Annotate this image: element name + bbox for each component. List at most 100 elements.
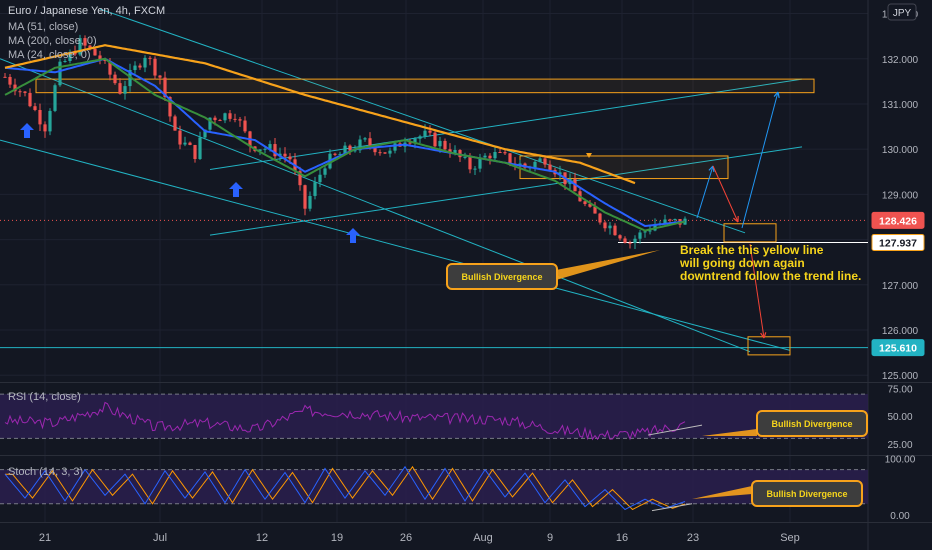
candle — [158, 75, 162, 78]
candle — [153, 58, 157, 76]
candle — [138, 65, 142, 68]
candle — [143, 57, 147, 68]
candle — [613, 225, 617, 236]
candle — [38, 109, 42, 125]
candle — [233, 118, 237, 120]
annotation-line-0: Break the this yellow line — [680, 243, 824, 257]
candle — [213, 117, 217, 121]
time-tick-2: 12 — [256, 532, 268, 544]
candle — [193, 144, 197, 159]
projection-arrow-up-2-head — [773, 91, 780, 99]
candle — [428, 130, 432, 133]
ma51-legend[interactable]: MA (51, close) — [8, 21, 79, 33]
candle — [188, 142, 192, 145]
candle — [198, 137, 202, 159]
candle — [318, 174, 322, 183]
candle — [173, 116, 177, 131]
candle — [498, 151, 502, 153]
candle — [303, 185, 307, 209]
callout-label: Bullish Divergence — [461, 272, 542, 282]
candle — [378, 152, 382, 154]
candle — [468, 156, 472, 170]
price-label-target: 125.610 — [879, 343, 917, 355]
candle — [33, 106, 37, 110]
candle — [533, 161, 537, 168]
rsi-callout-box — [756, 410, 868, 437]
rsi-legend[interactable]: RSI (14, close) — [8, 391, 81, 403]
candle — [53, 85, 57, 111]
price-tick-0: 125.000 — [882, 371, 919, 382]
candle — [118, 83, 122, 94]
candle — [633, 238, 637, 243]
ma200-legend[interactable]: MA (200, close, 0) — [8, 35, 97, 47]
currency-badge — [887, 3, 917, 21]
stoch-legend[interactable]: Stoch (14, 3, 3) — [8, 466, 84, 478]
candle — [208, 117, 212, 130]
candle — [268, 144, 272, 149]
time-tick-3: 19 — [331, 532, 343, 544]
candle — [588, 204, 592, 207]
candle — [133, 65, 137, 71]
candle — [543, 158, 547, 165]
candle — [628, 242, 632, 244]
blue-up-marker-2 — [346, 228, 360, 243]
triangle-marker — [586, 153, 592, 158]
annotation-line-2: downtrend follow the trend line. — [680, 269, 861, 283]
candle — [323, 168, 327, 175]
time-tick-8: 23 — [687, 532, 699, 544]
candle — [473, 168, 477, 170]
candle — [273, 144, 277, 157]
rsi-tick-1: 50.00 — [887, 412, 912, 423]
currency-label: JPY — [893, 8, 912, 19]
candle — [488, 155, 492, 159]
stoch-callout-box — [751, 480, 863, 507]
candle — [63, 60, 67, 62]
candle — [608, 225, 612, 229]
price-label-support: 127.937 — [879, 237, 917, 249]
time-tick-1: Jul — [153, 532, 167, 544]
channel-line-top-down — [99, 8, 746, 234]
candle — [493, 151, 497, 159]
candle — [163, 77, 167, 97]
candle — [538, 158, 542, 162]
ma24-legend[interactable]: MA (24, close, 0) — [8, 49, 91, 61]
candle — [453, 150, 457, 154]
candle — [438, 140, 442, 147]
candle — [288, 156, 292, 160]
price-tick-4: 129.000 — [882, 190, 919, 201]
candle — [223, 113, 227, 121]
candle — [673, 219, 677, 221]
candle — [638, 232, 642, 239]
candle — [48, 110, 52, 132]
candle — [443, 140, 447, 150]
candle — [368, 138, 372, 146]
time-tick-7: 16 — [616, 532, 628, 544]
rsi-callout-pointer — [702, 429, 757, 436]
candle — [108, 60, 112, 75]
candle — [78, 38, 82, 55]
price-tick-6: 131.000 — [882, 100, 919, 111]
candle — [408, 142, 412, 144]
candle — [123, 86, 127, 94]
candle — [308, 195, 312, 209]
candle — [88, 45, 92, 49]
time-tick-0: 21 — [39, 532, 51, 544]
candle — [478, 157, 482, 169]
candle — [313, 182, 317, 196]
time-tick-6: 9 — [547, 532, 553, 544]
time-tick-5: Aug — [473, 532, 493, 544]
candle — [358, 139, 362, 151]
projection-arrow-up-2 — [741, 91, 779, 229]
candle — [603, 222, 607, 229]
projection-arrow-down-1 — [712, 165, 739, 223]
candle — [18, 91, 22, 93]
candle — [623, 238, 627, 243]
candle — [13, 84, 17, 92]
candle — [593, 206, 597, 214]
rsi-divergence-line — [647, 424, 703, 436]
stoch-d-line — [5, 465, 686, 511]
candle — [68, 51, 72, 61]
candle — [283, 153, 287, 157]
candle — [3, 76, 7, 78]
